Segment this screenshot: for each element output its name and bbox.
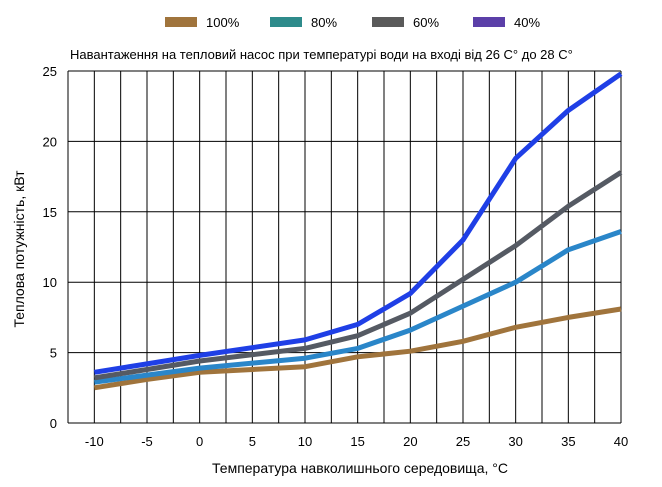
legend: 100% 80% 60% 40% <box>165 15 540 30</box>
x-tick-label: 15 <box>350 434 364 449</box>
x-tick-label: 5 <box>249 434 256 449</box>
y-tick-label: 10 <box>43 275 57 290</box>
y-tick-label: 5 <box>50 346 57 361</box>
y-axis-label: Теплова потужність, кВт <box>11 170 27 328</box>
chart-title: Навантаження на тепловий насос при темпе… <box>70 47 573 62</box>
series-line-light-blue <box>93 229 622 385</box>
x-tick-label: 25 <box>456 434 470 449</box>
x-tick-label: 20 <box>403 434 417 449</box>
y-tick-label: 25 <box>43 64 57 79</box>
legend-label-40: 40% <box>514 15 540 30</box>
y-tick-label: 0 <box>50 416 57 431</box>
x-tick-label: 10 <box>298 434 312 449</box>
x-axis-ticks: -10 -5 0 5 10 15 20 25 30 35 40 <box>85 434 628 449</box>
legend-label-60: 60% <box>413 15 439 30</box>
legend-label-100: 100% <box>206 15 240 30</box>
x-tick-label: 35 <box>561 434 575 449</box>
x-tick-label: -10 <box>85 434 104 449</box>
series-line-brown <box>93 306 622 391</box>
y-tick-label: 20 <box>43 134 57 149</box>
legend-label-80: 80% <box>311 15 337 30</box>
series-lines <box>93 71 623 391</box>
x-axis-label: Температура навколишнього середовища, °C <box>212 460 508 476</box>
legend-swatch-40 <box>473 17 505 27</box>
y-tick-label: 15 <box>43 205 57 220</box>
x-tick-label: 30 <box>508 434 522 449</box>
x-tick-label: 0 <box>196 434 203 449</box>
series-line-gray <box>93 170 623 381</box>
y-axis-ticks: 0 5 10 15 20 25 <box>43 64 57 431</box>
x-tick-label: 40 <box>614 434 628 449</box>
legend-swatch-60 <box>372 17 404 27</box>
legend-swatch-100 <box>165 17 197 27</box>
series-line-blue <box>93 71 623 375</box>
legend-swatch-80 <box>270 17 302 27</box>
x-tick-label: -5 <box>141 434 153 449</box>
